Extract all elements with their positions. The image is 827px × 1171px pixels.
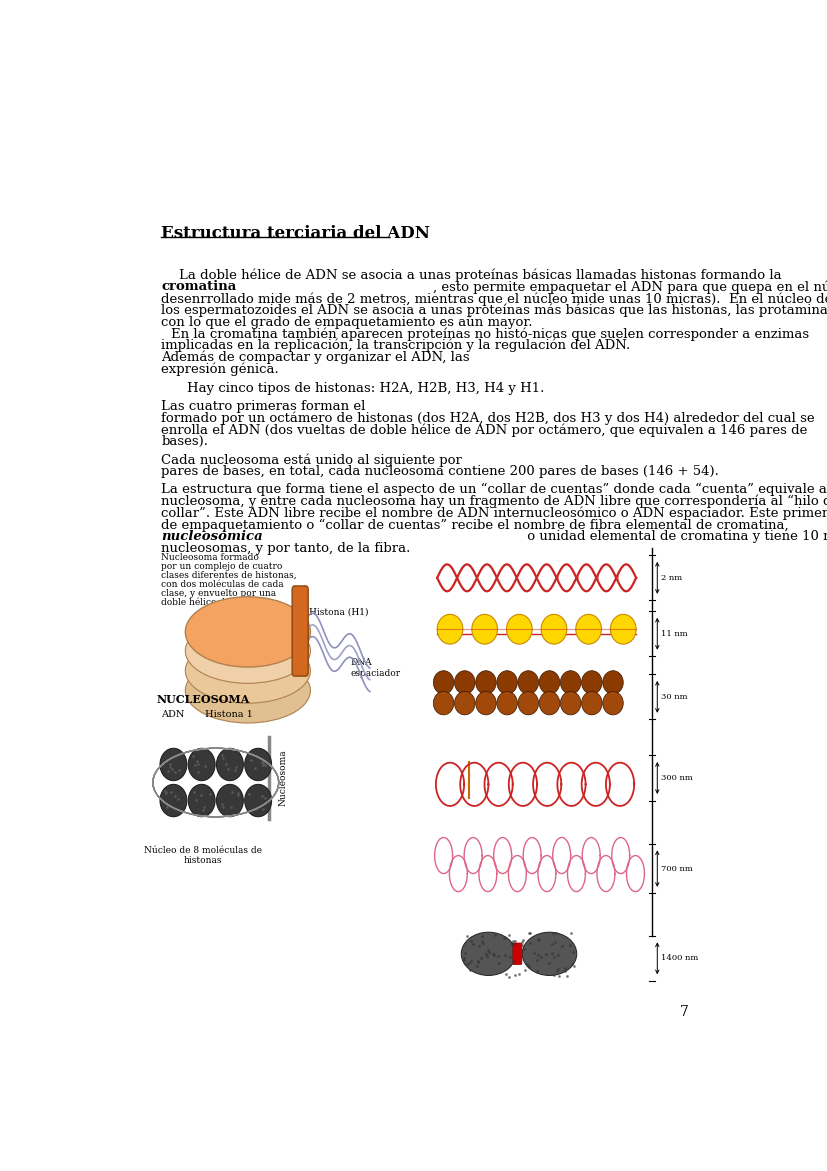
Text: 2 nm: 2 nm [660, 574, 681, 582]
Text: histonas: histonas [184, 856, 222, 864]
Text: clases diferentes de histonas,: clases diferentes de histonas, [161, 570, 297, 580]
Text: Núcleo de 8 moléculas de: Núcleo de 8 moléculas de [144, 845, 261, 855]
Text: 11 nm: 11 nm [660, 630, 687, 638]
Ellipse shape [602, 691, 623, 714]
Text: enrolla el ADN (dos vueltas de doble hélice de ADN por octámero, que equivalen a: enrolla el ADN (dos vueltas de doble hél… [161, 424, 806, 437]
Text: Las cuatro primeras forman el: Las cuatro primeras forman el [161, 400, 370, 413]
Text: Cada nucleosoma está unido al siguiente por: Cada nucleosoma está unido al siguiente … [161, 453, 466, 467]
Text: Hay cinco tipos de histonas: H2A, H2B, H3, H4 y H1.: Hay cinco tipos de histonas: H2A, H2B, H… [187, 382, 543, 395]
Text: Estructura terciaria del ADN: Estructura terciaria del ADN [161, 225, 429, 242]
Text: desenrrollado mide más de 2 metros, mientras que el núcleo mide unas 10 micras).: desenrrollado mide más de 2 metros, mien… [161, 292, 827, 306]
Ellipse shape [454, 671, 475, 694]
Ellipse shape [160, 748, 187, 781]
Ellipse shape [245, 748, 271, 781]
Ellipse shape [496, 691, 517, 714]
Text: implicadas en la replicación, la transcripción y la regulación del ADN.: implicadas en la replicación, la transcr… [161, 338, 629, 352]
Text: Nucleosoma formado: Nucleosoma formado [161, 553, 259, 562]
Ellipse shape [185, 638, 310, 703]
Text: nucleosoma, y entre cada nucleosoma hay un fragmento de ADN libre que correspond: nucleosoma, y entre cada nucleosoma hay … [161, 495, 827, 508]
Text: de empaquetamiento o “collar de cuentas” recibe el nombre de fibra elemental de : de empaquetamiento o “collar de cuentas”… [161, 519, 792, 532]
Ellipse shape [476, 691, 495, 714]
Ellipse shape [216, 785, 243, 817]
Ellipse shape [188, 785, 215, 817]
Text: Histona (H1): Histona (H1) [309, 608, 369, 617]
Ellipse shape [471, 615, 497, 644]
Ellipse shape [518, 691, 538, 714]
Text: 1400 nm: 1400 nm [660, 954, 697, 963]
Text: 300 nm: 300 nm [660, 774, 692, 782]
Ellipse shape [518, 671, 538, 694]
Ellipse shape [476, 671, 495, 694]
Text: bases).: bases). [161, 436, 208, 448]
Ellipse shape [454, 691, 475, 714]
Text: Histona 1: Histona 1 [204, 711, 252, 719]
Text: 7: 7 [679, 1006, 688, 1020]
Ellipse shape [433, 691, 453, 714]
Text: ADN: ADN [161, 711, 184, 719]
Text: nucleosómica: nucleosómica [161, 530, 263, 543]
Ellipse shape [433, 671, 453, 694]
FancyBboxPatch shape [292, 586, 308, 676]
Text: o unidad elemental de cromatina y tiene 10 nm de grosor, que es el grosor de los: o unidad elemental de cromatina y tiene … [523, 530, 827, 543]
Text: con dos moléculas de cada: con dos moléculas de cada [161, 580, 284, 589]
Ellipse shape [188, 748, 215, 781]
Text: formado por un octámero de histonas (dos H2A, dos H2B, dos H3 y dos H4) alrededo: formado por un octámero de histonas (dos… [161, 412, 814, 425]
Text: nucleosomas, y por tanto, de la fibra.: nucleosomas, y por tanto, de la fibra. [161, 542, 410, 555]
Ellipse shape [560, 691, 581, 714]
Text: La estructura que forma tiene el aspecto de un “collar de cuentas” donde cada “c: La estructura que forma tiene el aspecto… [161, 484, 827, 497]
Ellipse shape [437, 615, 462, 644]
Ellipse shape [581, 671, 601, 694]
Ellipse shape [538, 671, 559, 694]
Text: collar”. Este ADN libre recibe el nombre de ADN internucleosómico o ADN espaciad: collar”. Este ADN libre recibe el nombre… [161, 507, 827, 520]
Text: 30 nm: 30 nm [660, 693, 686, 701]
Ellipse shape [496, 671, 517, 694]
Ellipse shape [506, 615, 532, 644]
Ellipse shape [185, 658, 310, 723]
FancyBboxPatch shape [512, 943, 521, 965]
Text: doble hélice de DNA: doble hélice de DNA [161, 597, 255, 607]
Ellipse shape [609, 615, 635, 644]
Text: con lo que el grado de empaquetamiento es aún mayor.: con lo que el grado de empaquetamiento e… [161, 315, 532, 329]
Ellipse shape [160, 785, 187, 817]
Ellipse shape [185, 597, 310, 667]
Text: DNA
espaciador: DNA espaciador [350, 658, 400, 678]
Text: por un complejo de cuatro: por un complejo de cuatro [161, 562, 282, 570]
Text: los espermatozoides el ADN se asocia a unas proteínas más básicas que las histon: los espermatozoides el ADN se asocia a u… [161, 303, 827, 317]
Text: NUCLEOSOMA: NUCLEOSOMA [156, 694, 250, 705]
Ellipse shape [602, 671, 623, 694]
Ellipse shape [541, 615, 566, 644]
Ellipse shape [538, 691, 559, 714]
Text: cromatina: cromatina [161, 280, 237, 293]
Text: clase, y envuelto por una: clase, y envuelto por una [161, 589, 276, 597]
Ellipse shape [461, 932, 515, 975]
Text: En la cromatina también aparecen proteínas no histó­nicas que suelen corresponde: En la cromatina también aparecen proteín… [170, 327, 808, 341]
Text: , esto permite empaquetar el ADN para que quepa en el núcleo (todo el ADN: , esto permite empaquetar el ADN para qu… [433, 280, 827, 294]
Ellipse shape [522, 932, 576, 975]
Text: pares de bases, en total, cada nucleosoma contiene 200 pares de bases (146 + 54): pares de bases, en total, cada nucleosom… [161, 465, 719, 478]
Text: 700 nm: 700 nm [660, 864, 692, 872]
Text: Nucleosoma: Nucleosoma [278, 749, 287, 807]
Ellipse shape [216, 748, 243, 781]
Ellipse shape [560, 671, 581, 694]
Ellipse shape [245, 785, 271, 817]
Text: expresión génica.: expresión génica. [161, 362, 279, 376]
Ellipse shape [581, 691, 601, 714]
Ellipse shape [575, 615, 600, 644]
Text: La doble hélice de ADN se asocia a unas proteínas básicas llamadas histonas form: La doble hélice de ADN se asocia a unas … [179, 268, 781, 282]
Text: Además de compactar y organizar el ADN, las: Además de compactar y organizar el ADN, … [161, 350, 474, 364]
Ellipse shape [185, 618, 310, 684]
